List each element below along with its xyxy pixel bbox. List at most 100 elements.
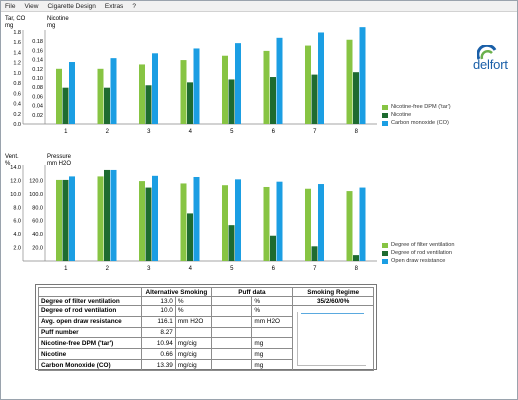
puff-unit: mg — [251, 337, 294, 350]
bar — [263, 186, 270, 261]
legend-item: Open draw resistance — [382, 257, 454, 265]
menu-view[interactable]: View — [24, 2, 39, 10]
bar — [311, 246, 318, 261]
bar — [180, 183, 187, 261]
bar — [110, 169, 117, 261]
y2-tick-label: 0.10 — [32, 76, 43, 82]
y2-tick-label: 0.06 — [32, 94, 43, 100]
bar — [359, 187, 366, 261]
legend-swatch — [382, 250, 388, 256]
left-axis-unit: % — [5, 161, 11, 167]
row-unit: mg/cig — [174, 337, 212, 350]
bar — [346, 39, 353, 124]
right-axis-title: Nicotine — [47, 16, 69, 22]
regime-axis-y — [297, 312, 299, 366]
row-label: Degree of filter ventilation — [37, 296, 143, 306]
bar — [359, 27, 366, 124]
bar — [270, 77, 276, 124]
bar — [318, 184, 324, 261]
results-table-panel: Alternative Smoking Puff data Smoking Re… — [35, 284, 377, 371]
smoking-regime-value: 35/2/60/0% — [292, 296, 374, 306]
bar — [353, 255, 359, 261]
puff-value — [210, 359, 253, 371]
menu-cigarette-design[interactable]: Cigarette Design — [47, 2, 96, 10]
left-axis-title: Vent. — [5, 154, 19, 160]
legend-swatch — [382, 104, 388, 110]
left-axis-title: Tar, CO — [5, 16, 26, 22]
bar — [56, 68, 62, 124]
puff-unit: mg — [251, 359, 294, 371]
bar — [235, 179, 241, 261]
bar — [193, 176, 200, 261]
row-label: Nicotine — [37, 348, 143, 361]
legend-swatch — [382, 258, 388, 264]
puff-unit: mm H2O — [251, 315, 294, 328]
y2-tick-label: 0.18 — [32, 39, 43, 45]
x-tick-label: 6 — [272, 266, 276, 272]
x-tick-label: 8 — [355, 266, 359, 272]
y-tick-label: 6.0 — [13, 219, 21, 225]
bar — [305, 188, 311, 261]
x-tick-label: 3 — [147, 129, 151, 135]
bar — [104, 169, 110, 261]
regime-axis-x — [297, 365, 367, 366]
bar — [110, 58, 117, 124]
row-label: Puff number — [37, 326, 143, 339]
row-label: Avg. open draw resistance — [37, 315, 143, 328]
header-blank — [37, 287, 143, 297]
regime-profile-line — [301, 313, 365, 314]
emissions-legend: Nicotine-free DPM ('tar') Nicotine Carbo… — [382, 103, 451, 127]
x-tick-label: 5 — [230, 266, 234, 272]
y2-tick-label: 80.0 — [32, 205, 43, 211]
bar — [180, 60, 187, 124]
menu-extras[interactable]: Extras — [104, 2, 124, 10]
bar — [276, 37, 283, 124]
table-header-row: Alternative Smoking Puff data Smoking Re… — [37, 287, 374, 297]
bar — [276, 181, 283, 261]
y-tick-label: 1.8 — [13, 30, 21, 36]
y-tick-label: 0.0 — [13, 122, 21, 128]
puff-unit: % — [251, 296, 294, 306]
row-unit: % — [174, 296, 212, 306]
x-tick-label: 2 — [106, 129, 110, 135]
menu-file[interactable]: File — [5, 2, 16, 10]
row-value: 13.0 — [141, 296, 176, 306]
bar — [56, 179, 62, 261]
y-tick-label: 10.0 — [10, 192, 21, 198]
delfort-logo-icon — [477, 45, 497, 60]
legend-swatch — [382, 112, 388, 118]
row-label: Nicotine-free DPM ('tar') — [37, 337, 143, 350]
table-row: Carbon Monoxide (CO) 13.39 mg/cig mg — [37, 359, 374, 371]
x-tick-label: 5 — [230, 129, 234, 135]
bar — [62, 179, 69, 261]
legend-item: Degree of filter ventilation — [382, 241, 454, 249]
y2-tick-label: 20.0 — [32, 246, 43, 252]
row-label: Carbon Monoxide (CO) — [37, 359, 143, 371]
menu-bar: File View Cigarette Design Extras ? — [1, 1, 517, 12]
legend-item: Nicotine — [382, 111, 451, 119]
x-tick-label: 1 — [64, 266, 68, 272]
menu-help[interactable]: ? — [132, 2, 136, 10]
puff-value — [210, 326, 253, 339]
bar — [69, 176, 75, 261]
y-tick-label: 1.4 — [13, 50, 21, 56]
x-tick-label: 4 — [189, 129, 193, 135]
bar — [263, 50, 270, 124]
legend-swatch — [382, 242, 388, 248]
y2-tick-label: 0.08 — [32, 85, 43, 91]
y-tick-label: 4.0 — [13, 232, 21, 238]
y2-tick-label: 0.04 — [32, 104, 43, 110]
legend-label: Open draw resistance — [391, 258, 446, 264]
y2-tick-label: 0.02 — [32, 113, 43, 119]
x-tick-label: 2 — [106, 266, 110, 272]
ventilation-legend: Degree of filter ventilation Degree of r… — [382, 241, 454, 265]
bar — [97, 176, 104, 261]
header-smoking-regime: Smoking Regime — [292, 287, 374, 297]
legend-item: Degree of rod ventilation — [382, 249, 454, 257]
bar — [152, 53, 158, 124]
right-axis-unit: mm H2O — [47, 161, 71, 167]
x-tick-label: 6 — [272, 129, 276, 135]
x-tick-label: 7 — [313, 129, 317, 135]
legend-label: Degree of filter ventilation — [391, 242, 455, 248]
